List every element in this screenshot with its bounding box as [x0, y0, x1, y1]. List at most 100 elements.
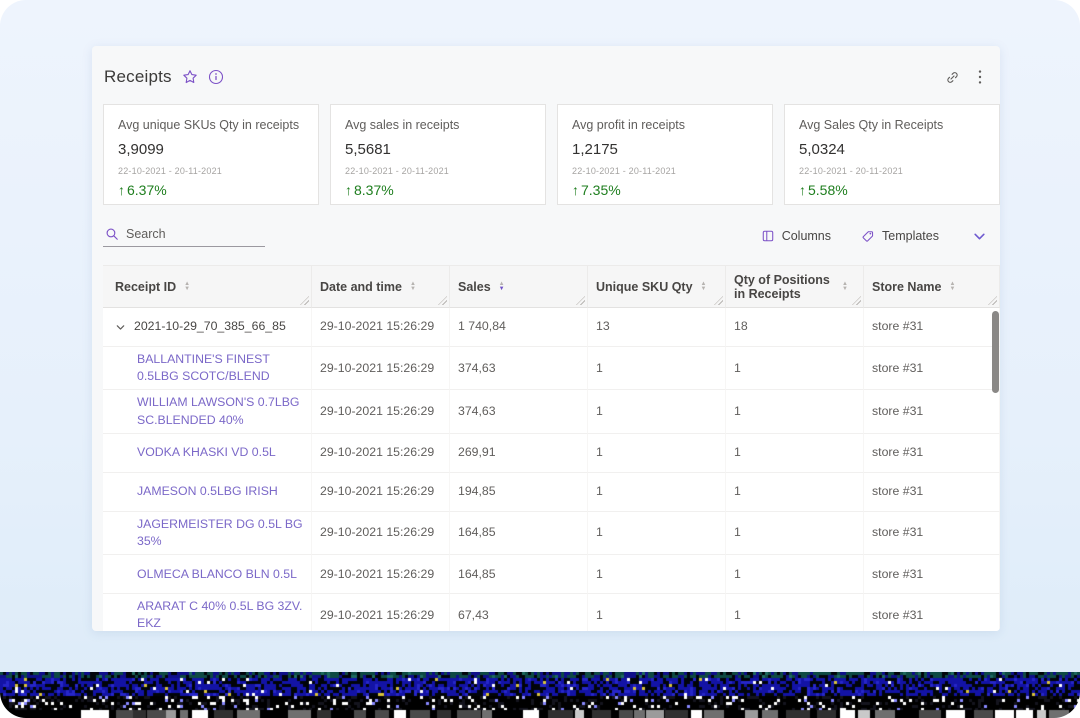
column-header-positions-qty[interactable]: Qty of Positions in Receipts ▲▼ — [726, 265, 864, 308]
cell-positions-qty: 1 — [726, 390, 864, 433]
trend-up-icon: ↑ — [118, 182, 125, 198]
kpi-change: ↑5.58% — [799, 182, 985, 198]
row-name-cell[interactable]: VODKA KHASKI VD 0.5L — [103, 434, 312, 473]
search-input[interactable] — [126, 227, 263, 241]
cell-unique-sku-qty: 1 — [588, 390, 726, 433]
row-name: ARARAT C 40% 0.5L BG 3ZV. EKZ — [137, 598, 303, 631]
expand-chevron-icon[interactable] — [115, 322, 126, 333]
kpi-avg-profit: Avg profit in receipts 1,2175 22-10-2021… — [557, 104, 773, 205]
row-name-cell[interactable]: JAMESON 0.5LBG IRISH — [103, 473, 312, 512]
cell-positions-qty: 1 — [726, 512, 864, 555]
more-options-kebab-icon[interactable] — [978, 69, 982, 85]
cell-sales: 374,63 — [450, 347, 588, 390]
templates-label: Templates — [882, 229, 939, 243]
cell-unique-sku-qty: 1 — [588, 555, 726, 594]
cell-positions-qty: 1 — [726, 473, 864, 512]
cell-store: store #31 — [864, 512, 1000, 555]
table-row: JAMESON 0.5LBG IRISH 29-10-2021 15:26:29… — [103, 473, 1000, 512]
row-name: WILLIAM LAWSON'S 0.7LBG SC.BLENDED 40% — [137, 394, 303, 428]
column-resize-handle[interactable] — [852, 296, 861, 305]
column-header-date-time[interactable]: Date and time ▲▼ — [312, 265, 450, 308]
column-resize-handle[interactable] — [576, 296, 585, 305]
sort-icon: ▲▼ — [842, 282, 848, 292]
cell-datetime: 29-10-2021 15:26:29 — [312, 473, 450, 512]
templates-tag-icon — [861, 229, 875, 243]
column-header-unique-sku-qty[interactable]: Unique SKU Qty ▲▼ — [588, 265, 726, 308]
column-resize-handle[interactable] — [714, 296, 723, 305]
cell-positions-qty: 1 — [726, 555, 864, 594]
kpi-period: 22-10-2021 - 20-11-2021 — [572, 166, 758, 176]
cell-datetime: 29-10-2021 15:26:29 — [312, 512, 450, 555]
table-row: OLMECA BLANCO BLN 0.5L 29-10-2021 15:26:… — [103, 555, 1000, 594]
row-name-cell[interactable]: ARARAT C 40% 0.5L BG 3ZV. EKZ — [103, 594, 312, 631]
cell-store: store #31 — [864, 473, 1000, 512]
columns-label: Columns — [782, 229, 831, 243]
search-box[interactable] — [103, 225, 265, 247]
trend-up-icon: ↑ — [799, 182, 806, 198]
row-name-cell[interactable]: 2021-10-29_70_385_66_85 — [103, 308, 312, 347]
column-resize-handle[interactable] — [300, 296, 309, 305]
kpi-period: 22-10-2021 - 20-11-2021 — [345, 166, 531, 176]
trend-up-icon: ↑ — [345, 182, 352, 198]
row-name: BALLANTINE'S FINEST 0.5LBG SCOTC/BLEND — [137, 351, 303, 385]
kpi-avg-unique-skus: Avg unique SKUs Qty in receipts 3,9099 2… — [103, 104, 319, 205]
cell-sales: 1 740,84 — [450, 308, 588, 347]
kpi-change: ↑6.37% — [118, 182, 304, 198]
table-toolbar: Columns Templates — [103, 221, 986, 251]
cell-datetime: 29-10-2021 15:26:29 — [312, 347, 450, 390]
share-link-icon[interactable] — [945, 70, 960, 85]
row-name: 2021-10-29_70_385_66_85 — [134, 318, 286, 335]
row-name-cell[interactable]: WILLIAM LAWSON'S 0.7LBG SC.BLENDED 40% — [103, 390, 312, 433]
trend-up-icon: ↑ — [572, 182, 579, 198]
page-title: Receipts — [104, 67, 172, 87]
column-header-store-name[interactable]: Store Name ▲▼ — [864, 265, 1000, 308]
kpi-title: Avg unique SKUs Qty in receipts — [118, 118, 304, 132]
table-row: 2021-10-29_70_385_66_85 29-10-2021 15:26… — [103, 308, 1000, 347]
table-row: BALLANTINE'S FINEST 0.5LBG SCOTC/BLEND 2… — [103, 347, 1000, 390]
sort-icon: ▲▼ — [701, 282, 707, 292]
cell-positions-qty: 1 — [726, 594, 864, 631]
row-name: OLMECA BLANCO BLN 0.5L — [137, 566, 297, 583]
cell-datetime: 29-10-2021 15:26:29 — [312, 555, 450, 594]
widget-header: Receipts — [92, 58, 1000, 96]
cell-unique-sku-qty: 13 — [588, 308, 726, 347]
receipts-table: Receipt ID ▲▼ Date and time ▲▼ Sales ▲▼ … — [103, 265, 1000, 631]
columns-icon — [761, 229, 775, 243]
info-icon[interactable] — [208, 69, 224, 85]
kpi-title: Avg profit in receipts — [572, 118, 758, 132]
row-name: JAGERMEISTER DG 0.5L BG 35% — [137, 516, 303, 550]
sort-desc-icon: ▲▼ — [499, 282, 505, 292]
column-resize-handle[interactable] — [988, 296, 997, 305]
cell-store: store #31 — [864, 347, 1000, 390]
kpi-change: ↑8.37% — [345, 182, 531, 198]
columns-button[interactable]: Columns — [761, 229, 831, 243]
cell-datetime: 29-10-2021 15:26:29 — [312, 594, 450, 631]
cell-store: store #31 — [864, 390, 1000, 433]
kpi-avg-sales-qty: Avg Sales Qty in Receipts 5,0324 22-10-2… — [784, 104, 1000, 205]
templates-button[interactable]: Templates — [861, 229, 939, 243]
app-background: Receipts Avg unique SKUs Qty in receipts… — [0, 0, 1080, 718]
search-icon — [105, 227, 119, 241]
cell-store: store #31 — [864, 308, 1000, 347]
collapse-chevron-icon[interactable] — [973, 230, 986, 243]
column-header-receipt-id[interactable]: Receipt ID ▲▼ — [103, 265, 312, 308]
kpi-row: Avg unique SKUs Qty in receipts 3,9099 2… — [103, 104, 1000, 205]
cell-positions-qty: 1 — [726, 434, 864, 473]
row-name-cell[interactable]: BALLANTINE'S FINEST 0.5LBG SCOTC/BLEND — [103, 347, 312, 390]
row-name-cell[interactable]: OLMECA BLANCO BLN 0.5L — [103, 555, 312, 594]
kpi-value: 1,2175 — [572, 141, 758, 158]
cell-sales: 67,43 — [450, 594, 588, 631]
kpi-value: 3,9099 — [118, 141, 304, 158]
row-name-cell[interactable]: JAGERMEISTER DG 0.5L BG 35% — [103, 512, 312, 555]
column-resize-handle[interactable] — [438, 296, 447, 305]
cell-unique-sku-qty: 1 — [588, 594, 726, 631]
cell-unique-sku-qty: 1 — [588, 512, 726, 555]
kpi-value: 5,0324 — [799, 141, 985, 158]
kpi-value: 5,5681 — [345, 141, 531, 158]
column-header-sales[interactable]: Sales ▲▼ — [450, 265, 588, 308]
cell-store: store #31 — [864, 594, 1000, 631]
cell-store: store #31 — [864, 434, 1000, 473]
vertical-scrollbar-thumb[interactable] — [992, 311, 999, 393]
table-row: JAGERMEISTER DG 0.5L BG 35% 29-10-2021 1… — [103, 512, 1000, 555]
favorite-star-icon[interactable] — [182, 69, 198, 85]
